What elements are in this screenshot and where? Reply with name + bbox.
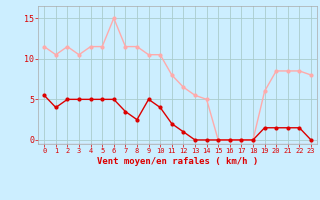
X-axis label: Vent moyen/en rafales ( km/h ): Vent moyen/en rafales ( km/h ) [97,157,258,166]
